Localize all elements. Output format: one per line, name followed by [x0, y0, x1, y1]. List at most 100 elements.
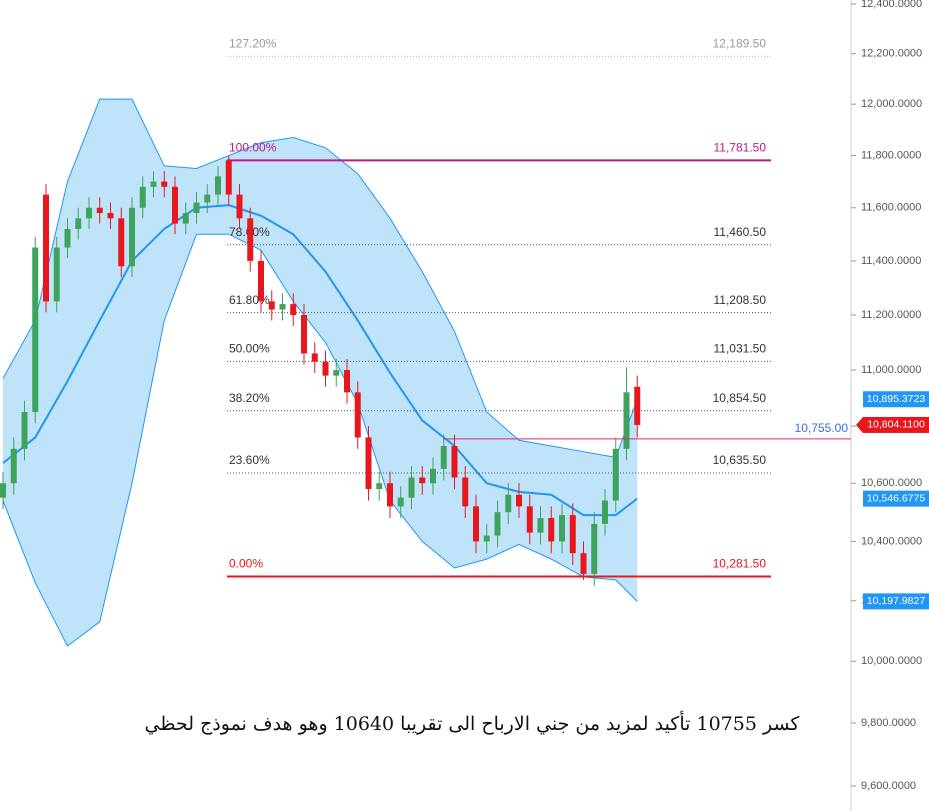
candle-body [161, 181, 168, 187]
fib-value: 10,854.50 [713, 391, 767, 405]
candle-body [172, 186, 178, 224]
y-tick-label: 9,800.0000 [861, 717, 916, 729]
candle-body [96, 207, 103, 214]
candle-body [569, 515, 576, 554]
candle-body [53, 247, 60, 302]
candle-body [376, 483, 383, 489]
candle-body [333, 370, 340, 376]
candle-body [290, 304, 297, 315]
candle-body [526, 506, 533, 533]
candle-body [279, 304, 286, 310]
candle-body [10, 448, 17, 484]
candle-body [225, 160, 232, 195]
candle-body [559, 515, 565, 542]
fib-percent: 38.20% [229, 391, 270, 405]
candle-body [107, 213, 114, 219]
band-lower [2, 233, 638, 647]
y-tick-label: 11,400.0000 [861, 255, 921, 267]
fib-value: 11,781.50 [714, 141, 767, 155]
y-tick-label: 11,600.0000 [861, 202, 921, 214]
price-tag-label: 10,895.3723 [867, 393, 926, 405]
candle-body [473, 506, 479, 542]
candle-body [75, 218, 82, 229]
candle-body [548, 518, 555, 542]
price-tag-label: 10,197.9827 [867, 595, 926, 607]
candle-body [408, 477, 415, 498]
candle-body [86, 207, 92, 219]
candle-body [129, 207, 135, 267]
fib-value: 10,635.50 [713, 453, 767, 467]
candle-body [118, 218, 125, 267]
price-tag [863, 490, 929, 507]
candle-body [344, 370, 350, 393]
horizontal-line-label: 10,755.00 [795, 421, 849, 435]
y-tick-label: 10,400.0000 [861, 535, 922, 547]
price-tag [863, 593, 929, 610]
candle-body [311, 353, 318, 362]
candle-body [236, 194, 243, 219]
candle-body [580, 553, 587, 574]
fib-value: 11,208.50 [714, 293, 767, 307]
candle-body [419, 477, 426, 484]
candle-body [193, 202, 200, 214]
candle-body [354, 392, 361, 438]
candle-body [0, 483, 6, 498]
candle-body [150, 181, 157, 187]
candle-body [301, 314, 307, 354]
band-upper [2, 98, 638, 458]
candle-body [483, 535, 490, 542]
candle-body [258, 260, 264, 302]
candle-body [612, 448, 619, 501]
candle-body [451, 445, 458, 478]
candle-body [634, 386, 641, 425]
candle-body [32, 247, 39, 413]
candle-body [516, 494, 522, 507]
fib-percent: 23.60% [229, 453, 270, 467]
fib-value: 11,460.50 [714, 225, 767, 239]
y-tick-label: 12,200.0000 [861, 48, 922, 60]
candle-body [387, 483, 393, 507]
candle-body [204, 194, 211, 203]
fib-value: 11,031.50 [714, 341, 767, 355]
candle-body [397, 497, 404, 507]
price-tag [863, 416, 929, 433]
candle-body [430, 468, 436, 484]
annotation: كسر 10755 تأكيد لمزيد من جني الارباح الى… [145, 710, 801, 735]
fib-percent: 127.20% [229, 36, 277, 50]
fib-percent: 50.00% [229, 341, 270, 355]
candle-body [43, 194, 49, 302]
candle-body [591, 523, 598, 574]
candle-body [602, 500, 608, 524]
price-tag-label: 10,546.6775 [867, 492, 926, 504]
candle-body [365, 437, 372, 489]
y-tick-label: 11,800.0000 [861, 149, 921, 161]
price-tag-label: 10,804.1100 [867, 419, 925, 431]
fib-value: 12,189.50 [713, 36, 767, 50]
y-tick-label: 11,200.0000 [861, 309, 921, 321]
fib-percent: 0.00% [229, 557, 263, 571]
candle-body [440, 445, 447, 469]
y-tick-label: 12,400.0000 [861, 0, 922, 10]
candle-body [64, 228, 71, 248]
y-tick-label: 10,000.0000 [861, 655, 922, 667]
price-tag-arrow [856, 416, 863, 433]
fib-value: 10,281.50 [713, 557, 767, 571]
band-middle [2, 204, 638, 517]
y-tick-label: 9,600.0000 [861, 780, 916, 792]
y-tick-label: 11,000.0000 [861, 364, 921, 376]
candle-body [21, 412, 28, 449]
y-tick-label: 10,600.0000 [861, 477, 922, 489]
candle-body [139, 186, 146, 208]
candle-body [182, 213, 189, 224]
candle-body [215, 176, 221, 195]
candle-body [247, 218, 254, 261]
candle-body [537, 518, 544, 533]
candle-body [494, 512, 501, 536]
candle-body [322, 361, 329, 376]
fib-percent: 100.00% [229, 141, 277, 155]
candle-body [623, 392, 630, 449]
candle-body [505, 494, 512, 513]
y-tick-label: 12,000.0000 [861, 98, 922, 110]
candle-body [462, 477, 469, 507]
